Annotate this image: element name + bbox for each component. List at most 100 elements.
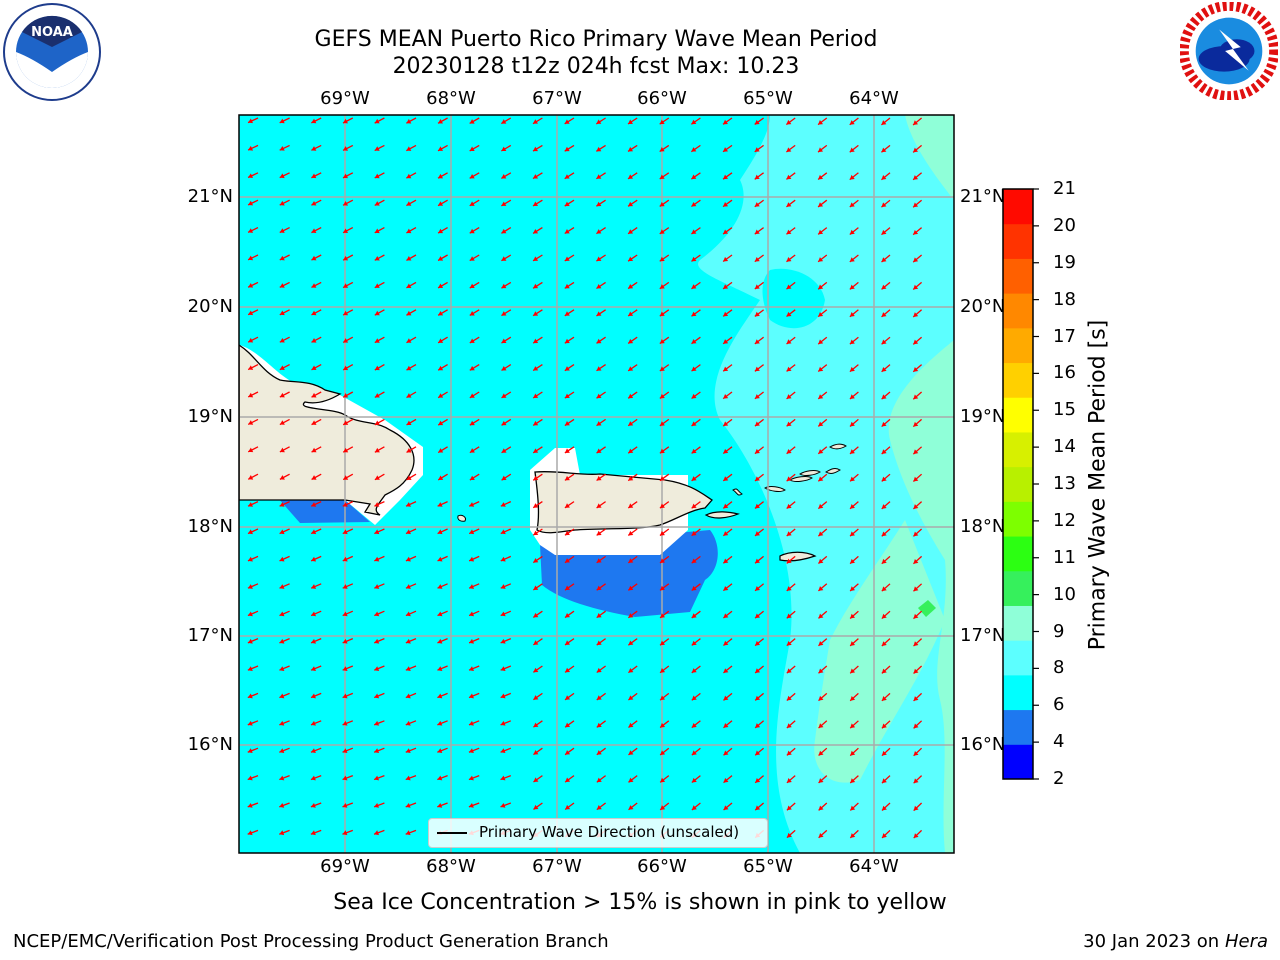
wave-arrow (500, 501, 512, 507)
wave-arrow (691, 418, 701, 427)
wave-arrow (754, 473, 765, 482)
wave-arrow (912, 473, 923, 482)
wave-arrow (818, 720, 828, 729)
wave-arrow (279, 227, 290, 234)
wave-direction-arrows (247, 117, 923, 839)
wave-arrow (564, 501, 575, 509)
wave-arrow (754, 446, 765, 455)
wave-arrow (881, 172, 891, 181)
wave-arrow (564, 583, 575, 591)
footer-credit: NCEP/EMC/Verification Post Processing Pr… (13, 931, 609, 952)
wave-arrow (279, 446, 290, 453)
lon-label-top: 64°W (849, 88, 899, 109)
wave-arrow (817, 281, 828, 290)
wave-arrow (564, 144, 575, 152)
wave-arrow (817, 583, 828, 592)
colorbar-segment (1003, 605, 1033, 641)
wave-arrow (500, 774, 512, 781)
wave-arrow (754, 336, 764, 345)
wave-arrow (849, 829, 859, 839)
wave-arrow (247, 309, 259, 316)
lat-label-right: 17°N (960, 625, 1006, 646)
wave-arrow (310, 583, 322, 589)
colorbar-tick-label: 6 (1053, 694, 1065, 716)
wave-arrow (247, 501, 259, 507)
wave-arrow (342, 117, 354, 124)
wave-arrow (722, 199, 733, 208)
wave-arrow (912, 199, 923, 208)
wave-arrow (691, 802, 701, 811)
lat-label-left: 17°N (187, 625, 233, 646)
wave-arrow (405, 747, 417, 754)
wave-arrow (723, 775, 733, 784)
wave-arrow (279, 117, 290, 124)
wave-arrow (405, 774, 417, 781)
wave-arrow (501, 364, 512, 371)
wave-arrow (722, 446, 733, 454)
wave-arrow (342, 665, 354, 671)
wave-arrow (374, 336, 385, 344)
wave-arrow (881, 336, 891, 345)
wave-arrow (818, 638, 828, 647)
wave-arrow (501, 281, 512, 289)
wave-arrow (659, 747, 670, 756)
wave-arrow (564, 775, 575, 783)
lat-label-left: 20°N (187, 296, 233, 317)
wave-arrow (754, 610, 765, 619)
wave-arrow (849, 199, 859, 208)
colorbar-segment (1003, 570, 1033, 606)
wave-arrow (374, 473, 385, 481)
wave-arrow (279, 254, 290, 261)
wave-arrow (596, 528, 606, 536)
wave-arrow (406, 172, 417, 179)
wave-arrow (311, 391, 322, 398)
wave-arrow (342, 638, 354, 644)
wave-arrow (849, 281, 859, 290)
colorbar-segment (1003, 327, 1033, 364)
wave-arrow (279, 665, 290, 671)
wave-arrow (849, 172, 859, 181)
wave-arrow (627, 446, 638, 454)
wave-arrow (659, 117, 670, 125)
wave-arrow (754, 583, 765, 592)
wave-arrow (912, 391, 923, 400)
wave-arrow (849, 610, 859, 619)
wave-arrow (881, 638, 891, 647)
wave-arrow (913, 829, 923, 839)
wave-arrow (880, 117, 891, 126)
wave-arrow (405, 692, 417, 699)
wave-arrow (501, 309, 512, 317)
colorbar-segment (1003, 362, 1033, 398)
wave-arrow (881, 802, 891, 812)
wave-arrow (690, 144, 701, 153)
wave-arrow (628, 720, 638, 728)
wave-arrow (532, 254, 543, 262)
wave-arrow (754, 665, 765, 674)
wave-arrow (849, 583, 859, 592)
wave-arrow (659, 281, 670, 290)
wave-arrow (912, 117, 923, 126)
wave-arrow (691, 199, 701, 208)
wave-arrow (374, 446, 385, 453)
wave-arrow (786, 638, 796, 647)
lat-label-left: 16°N (187, 734, 233, 755)
virgin-island-5 (829, 443, 847, 450)
wave-arrow (374, 555, 385, 562)
wave-arrow (786, 281, 796, 290)
wave-arrow (437, 802, 448, 808)
wave-arrow (532, 364, 543, 372)
wave-arrow (722, 501, 733, 509)
wave-arrow (722, 281, 733, 290)
wave-arrow (532, 172, 543, 180)
wave-arrow (500, 747, 512, 754)
wave-arrow (754, 528, 765, 537)
wave-arrow (849, 309, 859, 318)
wave-arrow (723, 665, 733, 674)
wave-arrow (437, 418, 448, 426)
wave-arrow (596, 802, 606, 811)
wave-arrow (596, 692, 606, 701)
wave-arrow (881, 254, 891, 263)
wave-arrow (342, 144, 354, 152)
wave-arrow (247, 583, 259, 589)
wave-arrow (659, 144, 670, 153)
